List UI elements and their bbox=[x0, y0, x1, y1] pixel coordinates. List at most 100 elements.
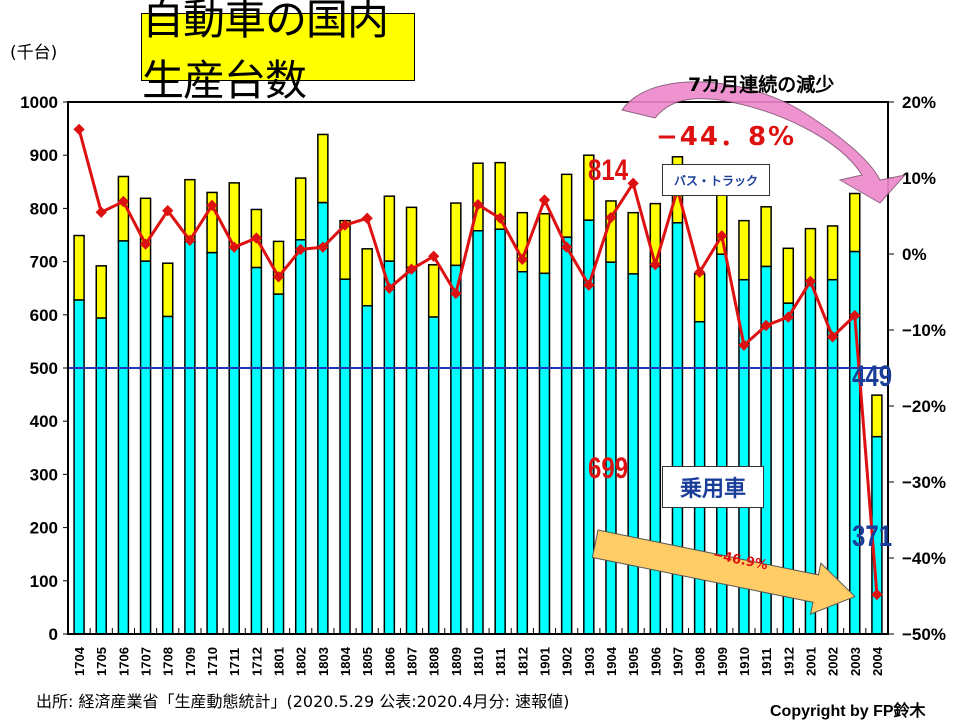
bar-passenger-1807 bbox=[405, 266, 418, 635]
yoy-point-1705 bbox=[95, 206, 107, 218]
x-tick-label-1909: 1909 bbox=[715, 647, 730, 676]
x-tick-label-1809: 1809 bbox=[449, 647, 464, 676]
yoy-point-1904 bbox=[605, 211, 617, 224]
bar-bus-truck-1908 bbox=[693, 273, 706, 323]
yoy-point-1808 bbox=[428, 250, 440, 262]
x-tick-label-1708: 1708 bbox=[161, 647, 176, 676]
y-tick-label: 600 bbox=[30, 306, 58, 325]
bar-passenger-1906 bbox=[649, 265, 662, 635]
x-tick-label-1810: 1810 bbox=[471, 647, 486, 676]
legend-bus-truck: バス・トラック bbox=[662, 164, 770, 196]
orange-down-arrow bbox=[591, 529, 856, 615]
y-tick-label: 400 bbox=[30, 412, 58, 431]
bar-bus-truck-1803 bbox=[317, 133, 329, 204]
x-tick-label-1808: 1808 bbox=[427, 647, 442, 676]
x-tick-label-2003: 2003 bbox=[848, 647, 863, 676]
bar-bus-truck-1807 bbox=[405, 206, 418, 269]
y2-tick-label: −30% bbox=[902, 473, 946, 492]
bar-passenger-1705 bbox=[95, 317, 107, 635]
bar-passenger-1801 bbox=[272, 293, 285, 635]
bar-bus-truck-1910 bbox=[738, 219, 750, 281]
y-tick-label: 800 bbox=[30, 199, 58, 218]
bar-bus-truck-1902 bbox=[560, 173, 573, 238]
yoy-point-1711 bbox=[228, 241, 240, 253]
yoy-point-1809 bbox=[450, 287, 462, 300]
bar-bus-truck-1710 bbox=[206, 191, 218, 254]
bar-passenger-1704 bbox=[73, 299, 85, 635]
x-tick-label-1801: 1801 bbox=[272, 647, 287, 676]
streak-annotation: 7カ月連続の減少 bbox=[688, 74, 835, 96]
bar-bus-truck-1707 bbox=[139, 197, 152, 262]
bar-bus-truck-1911 bbox=[760, 206, 772, 268]
bar-passenger-1810 bbox=[472, 229, 484, 635]
x-tick-label-1911: 1911 bbox=[759, 648, 774, 676]
yoy-point-2002 bbox=[826, 331, 839, 343]
x-tick-label-1910: 1910 bbox=[737, 647, 752, 676]
x-tick-label-1807: 1807 bbox=[405, 647, 420, 676]
bar-passenger-1901 bbox=[538, 272, 551, 635]
bar-bus-truck-1708 bbox=[161, 262, 174, 318]
x-tick-label-1912: 1912 bbox=[781, 647, 796, 676]
bar-bus-truck-2001 bbox=[804, 227, 817, 281]
x-tick-label-1704: 1704 bbox=[72, 646, 87, 676]
bar-bus-truck-1808 bbox=[427, 264, 440, 318]
pink-curved-arrow bbox=[621, 81, 907, 204]
x-tick-label-1711: 1711 bbox=[227, 648, 242, 676]
yoy-point-2001 bbox=[804, 275, 817, 288]
yoy-point-1910 bbox=[738, 339, 750, 351]
yoy-point-1903 bbox=[583, 279, 595, 291]
y2-tick-label: −50% bbox=[902, 625, 946, 644]
bar-bus-truck-1809 bbox=[450, 202, 462, 267]
x-tick-label-1802: 1802 bbox=[294, 647, 309, 676]
bar-bus-truck-1901 bbox=[538, 212, 551, 275]
y-axis-unit: (千台) bbox=[10, 43, 58, 63]
x-tick-label-1905: 1905 bbox=[626, 647, 641, 676]
label-371: 371 bbox=[852, 520, 893, 553]
x-tick-label-1709: 1709 bbox=[183, 647, 198, 676]
yoy-point-1905 bbox=[627, 177, 639, 189]
yoy-point-1710 bbox=[206, 199, 218, 212]
x-tick-label-1906: 1906 bbox=[648, 647, 663, 676]
x-tick-label-1812: 1812 bbox=[515, 647, 530, 676]
yoy-point-1902 bbox=[560, 241, 573, 253]
bar-bus-truck-1805 bbox=[361, 248, 373, 307]
y-tick-label: 1000 bbox=[20, 93, 58, 112]
bar-bus-truck-1705 bbox=[95, 265, 107, 319]
bar-passenger-1803 bbox=[317, 201, 329, 635]
bar-passenger-2003 bbox=[849, 250, 861, 635]
bar-passenger-1706 bbox=[117, 240, 130, 635]
y-tick-label: 500 bbox=[30, 359, 58, 378]
total-change-label: −44．8% bbox=[656, 122, 797, 152]
x-tick-label-1907: 1907 bbox=[670, 647, 685, 676]
yoy-point-1912 bbox=[782, 311, 794, 323]
bar-bus-truck-2004 bbox=[871, 394, 883, 438]
bar-passenger-1708 bbox=[161, 315, 174, 635]
y-tick-label: 200 bbox=[30, 519, 58, 538]
y2-tick-label: 10% bbox=[902, 169, 936, 188]
x-tick-label-1804: 1804 bbox=[338, 646, 353, 676]
yoy-point-1805 bbox=[361, 212, 373, 224]
x-tick-label-1902: 1902 bbox=[560, 647, 575, 676]
bar-passenger-1905 bbox=[627, 273, 639, 635]
yoy-point-1901 bbox=[538, 194, 551, 206]
y2-tick-label: 20% bbox=[902, 93, 936, 112]
bar-bus-truck-1806 bbox=[383, 195, 396, 262]
x-tick-label-1710: 1710 bbox=[205, 647, 220, 676]
yoy-point-1908 bbox=[693, 266, 706, 278]
x-tick-label-2004: 2004 bbox=[870, 646, 885, 676]
yoy-point-1911 bbox=[760, 319, 772, 332]
yoy-point-1810 bbox=[472, 198, 484, 211]
bar-passenger-1806 bbox=[383, 260, 396, 635]
label-699: 699 bbox=[588, 452, 629, 485]
bar-bus-truck-1912 bbox=[782, 247, 795, 304]
bar-bus-truck-1810 bbox=[472, 162, 484, 232]
bar-passenger-1808 bbox=[427, 316, 440, 635]
yoy-point-2003 bbox=[849, 309, 861, 322]
y-tick-label: 0 bbox=[49, 625, 58, 644]
label-449: 449 bbox=[852, 360, 893, 393]
yoy-point-1802 bbox=[295, 243, 307, 256]
x-tick-label-1908: 1908 bbox=[693, 647, 708, 676]
bar-passenger-1711 bbox=[228, 245, 240, 635]
bar-passenger-1802 bbox=[294, 239, 307, 635]
bar-passenger-1805 bbox=[361, 305, 373, 635]
